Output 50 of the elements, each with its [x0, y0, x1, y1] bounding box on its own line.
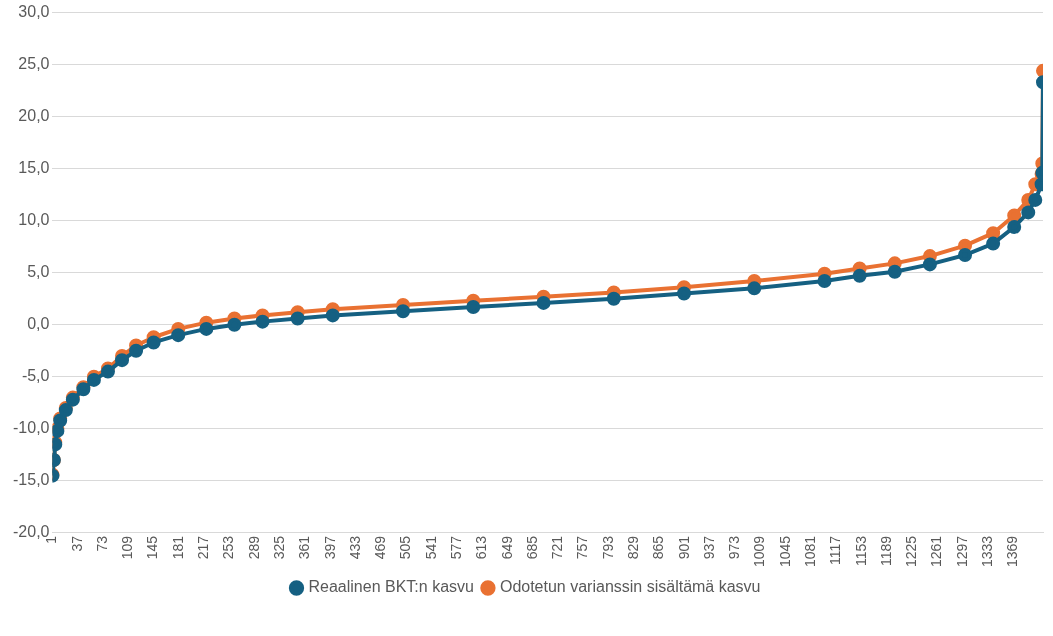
y-tick-label: 5,0 [27, 263, 50, 281]
y-tick-label: 20,0 [18, 107, 50, 125]
y-tick-label: 25,0 [18, 55, 50, 73]
x-tick-label: 181 [169, 535, 186, 560]
x-tick-label: 253 [220, 535, 237, 560]
x-tick-label: 1261 [928, 535, 945, 568]
x-tick-label: 901 [675, 535, 692, 560]
x-tick-label: 973 [726, 535, 743, 560]
x-tick-label: 1369 [1004, 535, 1021, 568]
x-tick-label: 361 [296, 535, 313, 560]
x-tick-label: 1225 [903, 535, 920, 568]
x-tick-label: 469 [372, 535, 389, 560]
x-tick-label: 577 [447, 535, 464, 560]
x-tick-label: 145 [144, 535, 161, 560]
x-tick-label: 1189 [877, 535, 894, 566]
x-tick-label: 289 [245, 535, 262, 560]
x-tick-label: 1297 [953, 535, 970, 568]
x-tick-label: 325 [270, 535, 287, 560]
x-tick-label: 865 [650, 535, 667, 560]
y-tick-label: 30,0 [18, 3, 50, 21]
y-tick-label: 0,0 [27, 315, 50, 333]
y-tick-label: -15,0 [13, 471, 50, 489]
x-tick-label: 1117 [827, 535, 844, 565]
x-tick-label: 217 [195, 535, 212, 560]
legend-label: Odotetun varianssin sisältämä kasvu [499, 578, 761, 596]
y-tick-label: 15,0 [18, 159, 50, 177]
x-tick-label: 37 [68, 535, 85, 552]
x-tick-label: 109 [119, 535, 136, 560]
x-tick-label: 757 [574, 535, 591, 560]
x-tick-label: 73 [93, 535, 110, 552]
x-tick-label: 433 [346, 535, 363, 560]
x-tick-label: 505 [397, 535, 414, 560]
x-tick-label: 721 [549, 535, 566, 560]
x-tick-label: 685 [523, 535, 540, 560]
x-tick-label: 1009 [751, 535, 768, 568]
x-tick-label: 541 [422, 535, 439, 560]
x-tick-label: 1081 [802, 535, 819, 568]
y-tick-label: -5,0 [21, 367, 50, 385]
x-tick-label: 1045 [776, 535, 793, 568]
y-tick-label: 10,0 [18, 211, 50, 229]
x-tick-label: 1153 [852, 535, 869, 566]
y-tick-label: -10,0 [13, 419, 50, 437]
x-tick-label: 793 [599, 535, 616, 560]
x-tick-label: 649 [498, 535, 515, 560]
x-tick-label: 937 [700, 535, 717, 560]
legend-label: Reaalinen BKT:n kasvu [308, 578, 474, 596]
x-tick-label: 613 [473, 535, 490, 560]
x-tick-label: 1333 [979, 535, 996, 568]
x-tick-label: 397 [321, 535, 338, 560]
x-tick-label: 829 [625, 535, 641, 560]
